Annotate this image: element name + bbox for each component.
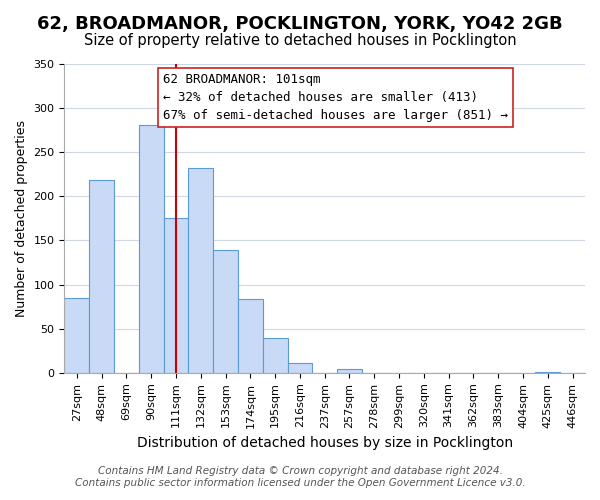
Bar [89, 180, 114, 373]
Bar [139, 125, 164, 373]
Bar [263, 338, 287, 373]
Bar [64, 298, 89, 373]
Text: Contains HM Land Registry data © Crown copyright and database right 2024.
Contai: Contains HM Land Registry data © Crown c… [74, 466, 526, 487]
Bar [188, 168, 213, 373]
Text: 62, BROADMANOR, POCKLINGTON, YORK, YO42 2GB: 62, BROADMANOR, POCKLINGTON, YORK, YO42 … [37, 15, 563, 33]
Bar [238, 298, 263, 373]
Bar [164, 218, 188, 373]
Text: 62 BROADMANOR: 101sqm
← 32% of detached houses are smaller (413)
67% of semi-det: 62 BROADMANOR: 101sqm ← 32% of detached … [163, 74, 508, 122]
Bar [213, 250, 238, 373]
Bar [337, 370, 362, 373]
X-axis label: Distribution of detached houses by size in Pocklington: Distribution of detached houses by size … [137, 436, 513, 450]
Bar [287, 363, 313, 373]
Bar [535, 372, 560, 373]
Text: Size of property relative to detached houses in Pocklington: Size of property relative to detached ho… [83, 32, 517, 48]
Y-axis label: Number of detached properties: Number of detached properties [15, 120, 28, 317]
